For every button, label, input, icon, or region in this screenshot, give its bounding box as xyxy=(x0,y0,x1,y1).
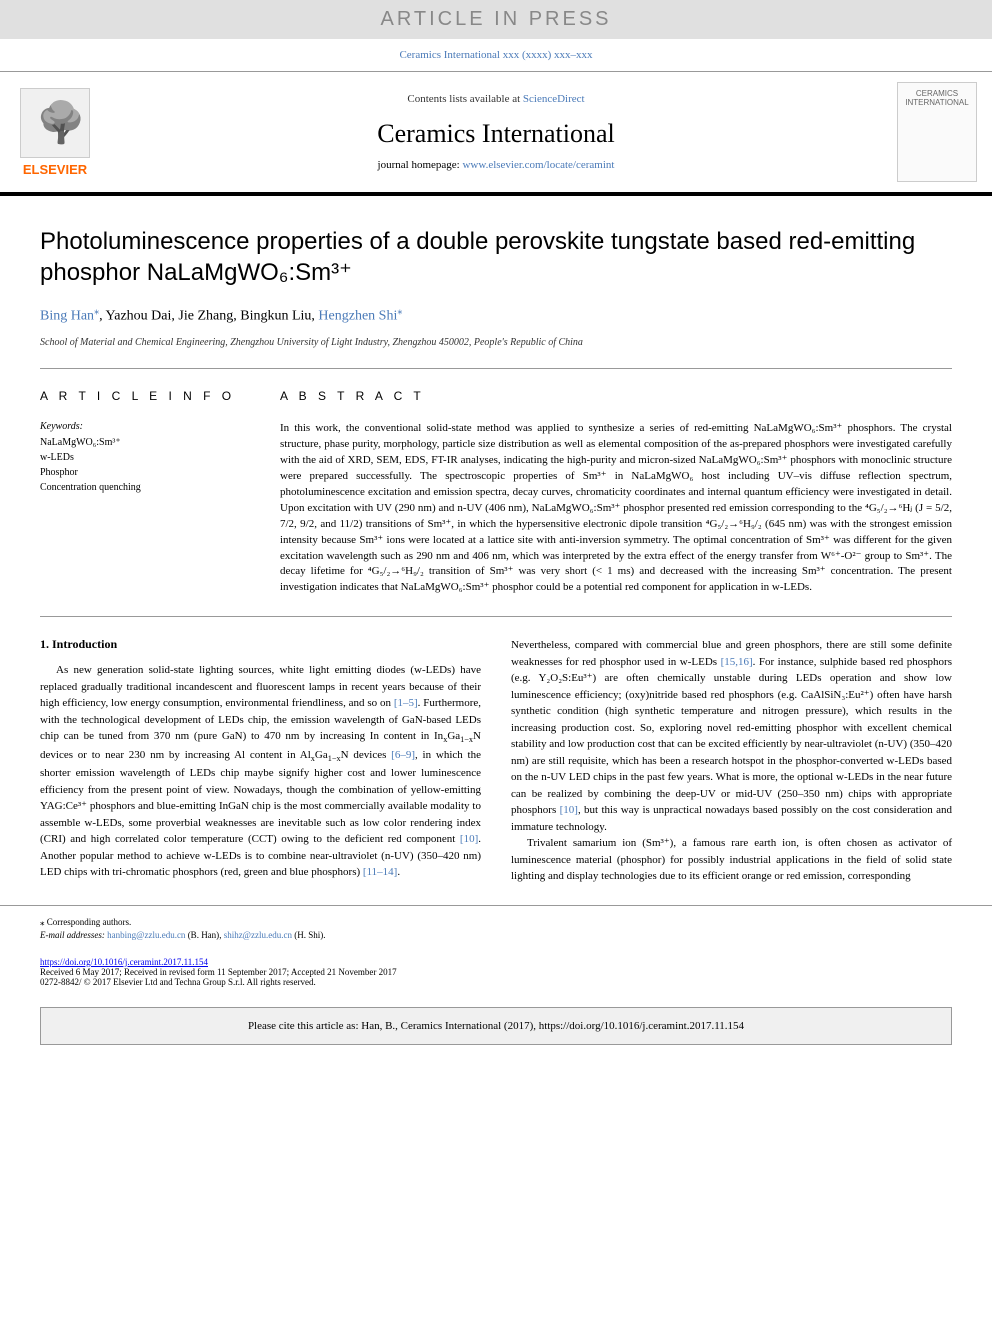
article-title: Photoluminescence properties of a double… xyxy=(0,196,992,298)
received-line: Received 6 May 2017; Received in revised… xyxy=(0,967,992,977)
journal-cover-block: CERAMICS INTERNATIONAL xyxy=(882,72,992,192)
abstract-text: In this work, the conventional solid-sta… xyxy=(280,421,952,596)
doi-link[interactable]: https://doi.org/10.1016/j.ceramint.2017.… xyxy=(40,957,208,967)
publisher-logo-block: ELSEVIER xyxy=(0,72,110,192)
body-col-left: 1. Introduction As new generation solid-… xyxy=(40,637,481,885)
email-1[interactable]: shihz@zzlu.edu.cn xyxy=(224,930,292,940)
abstract-col: A B S T R A C T In this work, the conven… xyxy=(280,389,952,596)
section-number: 1. xyxy=(40,637,49,651)
homepage-prefix: journal homepage: xyxy=(378,159,463,171)
author-2: Jie Zhang xyxy=(178,309,233,324)
contents-prefix: Contents lists available at xyxy=(407,93,522,105)
publisher-name: ELSEVIER xyxy=(23,162,87,177)
email-0-person: (B. Han) xyxy=(188,930,220,940)
body-para-1: As new generation solid-state lighting s… xyxy=(40,662,481,881)
homepage-link[interactable]: www.elsevier.com/locate/ceramint xyxy=(462,159,614,171)
copyright-line: 0272-8842/ © 2017 Elsevier Ltd and Techn… xyxy=(0,977,992,997)
author-1: Yazhou Dai xyxy=(106,309,172,324)
email-0[interactable]: hanbing@zzlu.edu.cn xyxy=(107,930,185,940)
section-title: Introduction xyxy=(52,637,117,651)
elsevier-tree-icon xyxy=(20,88,90,158)
please-cite-box: Please cite this article as: Han, B., Ce… xyxy=(40,1007,952,1045)
article-info-col: A R T I C L E I N F O Keywords: NaLaMgWO… xyxy=(40,389,250,596)
citation-header-text: Ceramics International xxx (xxxx) xxx–xx… xyxy=(399,49,592,61)
sciencedirect-link[interactable]: ScienceDirect xyxy=(523,93,585,105)
citation-header: Ceramics International xxx (xxxx) xxx–xx… xyxy=(0,39,992,71)
info-abstract-row: A R T I C L E I N F O Keywords: NaLaMgWO… xyxy=(0,369,992,616)
author-0[interactable]: Bing Han xyxy=(40,309,94,324)
banner-text: ARTICLE IN PRESS xyxy=(380,8,611,30)
abstract-heading: A B S T R A C T xyxy=(280,389,952,403)
contents-available-line: Contents lists available at ScienceDirec… xyxy=(120,93,872,105)
journal-header: ELSEVIER Contents lists available at Sci… xyxy=(0,71,992,196)
affiliation: School of Material and Chemical Engineer… xyxy=(0,333,992,368)
author-4[interactable]: Hengzhen Shi xyxy=(318,309,397,324)
email-line: E-mail addresses: hanbing@zzlu.edu.cn (B… xyxy=(40,929,952,943)
keyword-1: w-LEDs xyxy=(40,450,250,465)
email-1-person: (H. Shi). xyxy=(294,930,325,940)
corr-mark-4: ⁎ xyxy=(397,306,402,317)
homepage-line: journal homepage: www.elsevier.com/locat… xyxy=(120,159,872,171)
article-info-heading: A R T I C L E I N F O xyxy=(40,389,250,403)
body-columns: 1. Introduction As new generation solid-… xyxy=(0,617,992,905)
body-col-right: Nevertheless, compared with commercial b… xyxy=(511,637,952,885)
keywords-label: Keywords: xyxy=(40,421,250,432)
doi-line: https://doi.org/10.1016/j.ceramint.2017.… xyxy=(0,953,992,967)
email-label: E-mail addresses: xyxy=(40,930,107,940)
article-in-press-banner: ARTICLE IN PRESS xyxy=(0,0,992,39)
corresponding-note: ⁎ Corresponding authors. xyxy=(40,916,952,930)
section-1-heading: 1. Introduction xyxy=(40,637,481,652)
journal-cover-image: CERAMICS INTERNATIONAL xyxy=(897,82,977,182)
corr-mark-0: ⁎ xyxy=(94,306,99,317)
keyword-0: NaLaMgWO₆:Sm³⁺ xyxy=(40,435,250,450)
keyword-2: Phosphor xyxy=(40,465,250,480)
footnotes: ⁎ Corresponding authors. E-mail addresse… xyxy=(0,905,992,953)
author-list: Bing Han⁎, Yazhou Dai, Jie Zhang, Bingku… xyxy=(0,298,992,333)
journal-cover-title: CERAMICS INTERNATIONAL xyxy=(904,89,970,107)
journal-name: Ceramics International xyxy=(120,119,872,149)
body-para-2: Nevertheless, compared with commercial b… xyxy=(511,637,952,835)
header-center: Contents lists available at ScienceDirec… xyxy=(110,72,882,192)
keyword-3: Concentration quenching xyxy=(40,480,250,495)
author-3: Bingkun Liu xyxy=(240,309,311,324)
body-para-3: Trivalent samarium ion (Sm³⁺), a famous … xyxy=(511,835,952,885)
